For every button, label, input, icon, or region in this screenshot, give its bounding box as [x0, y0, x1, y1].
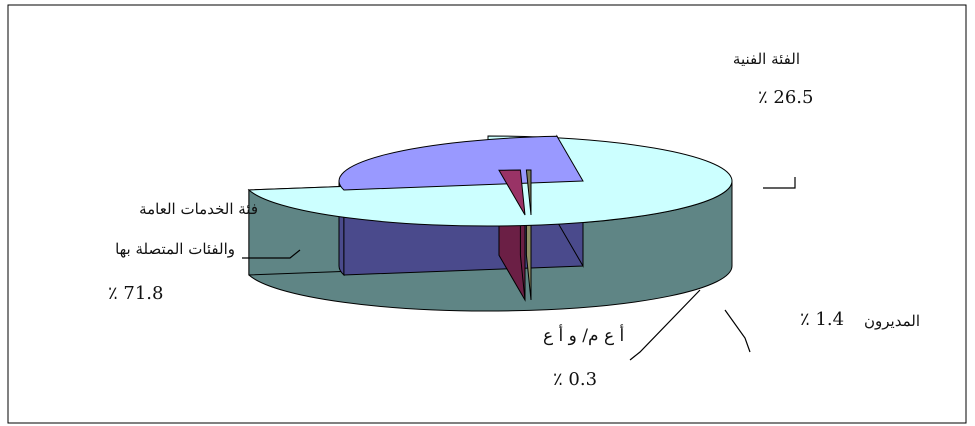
label-managers-pct: ٪ 1.4: [800, 309, 845, 330]
leader-line-0: [242, 249, 301, 259]
leader-line-2: [724, 309, 751, 353]
leader-lines: [242, 177, 796, 361]
slice-top-1: [338, 135, 584, 191]
leader-line-1: [763, 177, 796, 189]
label-technical: الفئة الفنية: [732, 50, 800, 68]
label-general-services-line2: والفئات المتصلة بها: [115, 240, 235, 258]
pie-chart: [247, 134, 733, 312]
label-managers: المديرون: [864, 312, 920, 330]
leader-line-3: [629, 289, 701, 361]
slice-top-2: [498, 169, 526, 216]
label-general-services-pct: ٪ 71.8: [108, 283, 164, 304]
slice-top-3: [525, 169, 532, 216]
label-other-pct: ٪ 0.3: [553, 369, 598, 390]
label-technical-pct: ٪ 26.5: [758, 87, 814, 108]
label-other: أ ع م/ و أ ع: [543, 326, 625, 346]
label-general-services-line1: فئة الخدمات العامة: [139, 200, 258, 218]
